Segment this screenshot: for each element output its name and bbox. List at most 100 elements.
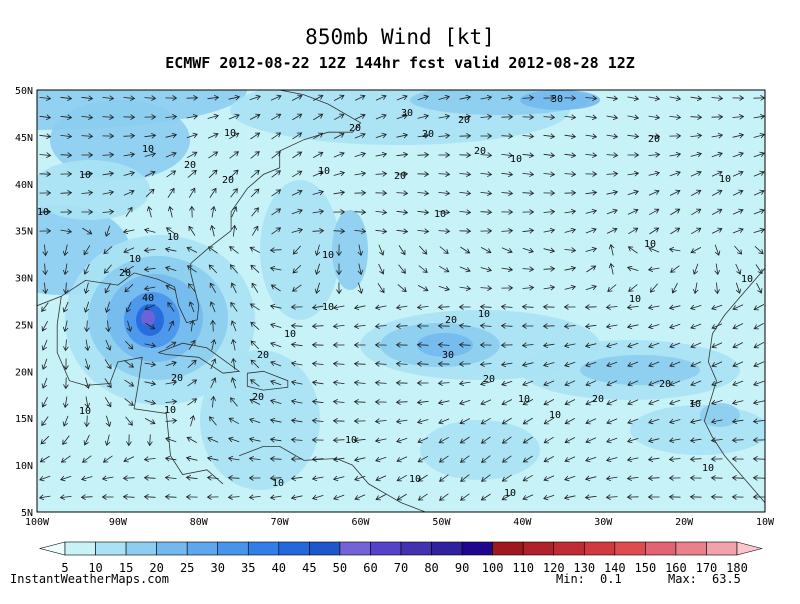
contour-label: 10 <box>284 329 296 340</box>
lat-label: 45N <box>15 133 33 144</box>
colorbar-low-arrow <box>38 541 66 556</box>
colorbar-box <box>217 541 249 556</box>
lat-label: 35N <box>15 227 33 238</box>
colorbar-box <box>522 541 555 556</box>
contour-label: 20 <box>483 374 495 385</box>
lat-label: 5N <box>21 508 33 519</box>
coastline <box>239 446 426 512</box>
colorbar-label: 150 <box>635 561 657 575</box>
colorbar-box <box>339 541 371 556</box>
wind-shading <box>520 90 600 110</box>
colorbar-box <box>614 541 646 556</box>
min-label: Min: <box>556 572 585 586</box>
colorbar-label: 30 <box>211 561 225 575</box>
lon-label: 80W <box>190 517 209 528</box>
wind-shading <box>332 210 368 290</box>
colorbar-box <box>278 541 310 556</box>
contour-label: 10 <box>504 488 516 499</box>
wind-arrows <box>38 94 765 501</box>
lat-label: 30N <box>15 274 33 285</box>
lat-label: 15N <box>15 414 33 425</box>
colorbar-label: 160 <box>665 561 687 575</box>
colorbar-box <box>95 541 127 556</box>
colorbar-box <box>247 541 280 556</box>
coastline <box>158 342 241 374</box>
lat-label: 25N <box>15 320 33 331</box>
colorbar-label: 35 <box>241 561 255 575</box>
contour-label: 10 <box>345 435 357 446</box>
colorbar-box <box>583 541 616 556</box>
contour-label: 10 <box>129 254 141 265</box>
wind-shading <box>50 100 190 180</box>
colorbar-box <box>156 541 188 556</box>
colorbar-box <box>186 541 219 556</box>
max-value: 63.5 <box>712 572 741 586</box>
contour-label: 10 <box>478 309 490 320</box>
colorbar-label: 10 <box>88 561 102 575</box>
colorbar-label: 40 <box>272 561 286 575</box>
colorbar-label: 140 <box>604 561 626 575</box>
coastline <box>56 296 224 485</box>
lon-label: 40W <box>513 517 532 528</box>
colorbar-label: 15 <box>119 561 133 575</box>
colorbar-label: 25 <box>180 561 194 575</box>
contour-label: 10 <box>549 410 561 421</box>
contour-label: 10 <box>322 250 334 261</box>
lon-label: 90W <box>109 517 128 528</box>
lat-label: 40N <box>15 180 33 191</box>
map: 10 20 30 20 20 30 20 20 10 10 20 20 10 10 10 20 10 10 10 20… <box>37 90 765 512</box>
colorbar-label: 60 <box>363 561 377 575</box>
colorbar-label: 5 <box>61 561 68 575</box>
colorbar-box <box>64 541 96 556</box>
coastline <box>703 230 765 504</box>
contour-label: 10 <box>629 294 641 305</box>
colorbar-box <box>553 541 585 556</box>
colorbar-box <box>370 541 402 556</box>
contour-label: 20 <box>171 373 183 384</box>
contour-label: 20 <box>445 315 457 326</box>
contour-label: 10 <box>434 209 446 220</box>
contour-label: 10 <box>167 232 179 243</box>
wind-shading <box>200 350 320 490</box>
colorbar-label: 20 <box>149 561 163 575</box>
colorbar-label: 45 <box>302 561 316 575</box>
colorbar-box <box>645 541 677 556</box>
colorbar-box <box>492 541 524 556</box>
colorbar-box <box>431 541 463 556</box>
contour-label: 20 <box>394 171 406 182</box>
colorbar-box <box>461 541 493 556</box>
contour-label: 10 <box>37 207 49 218</box>
contour-label: 30 <box>401 108 413 119</box>
lon-label: 10W <box>756 517 775 528</box>
lon-label: 70W <box>271 517 290 528</box>
contour-label: 10 <box>79 170 91 181</box>
colorbar-box <box>400 541 432 556</box>
contour-label: 10 <box>164 405 176 416</box>
contour-label: 40 <box>142 293 154 304</box>
lat-label: 20N <box>15 367 33 378</box>
wind-shading <box>580 355 700 385</box>
colorbar-label: 180 <box>726 561 748 575</box>
colorbar-high-arrow <box>736 541 764 556</box>
contour-label: 20 <box>252 392 264 403</box>
contour-label: 10 <box>741 274 753 285</box>
contour-label: 20 <box>257 350 269 361</box>
lat-label: 50N <box>15 86 33 97</box>
colorbar-label: 90 <box>455 561 469 575</box>
contour-label: 20 <box>119 268 131 279</box>
lat-label: 10N <box>15 461 33 472</box>
contour-label: 10 <box>142 144 154 155</box>
wind-shading <box>37 160 150 220</box>
colorbar-box <box>309 541 341 556</box>
lon-label: 50W <box>432 517 451 528</box>
contour-label: 10 <box>272 478 284 489</box>
colorbar-box <box>125 541 157 556</box>
colorbar-label: 110 <box>512 561 534 575</box>
contour-label: 10 <box>409 474 421 485</box>
wind-shading <box>260 180 340 320</box>
max-label: Max: <box>668 572 697 586</box>
contour-label: 10 <box>689 399 701 410</box>
subtitle: ECMWF 2012-08-22 12Z 144hr fcst valid 20… <box>165 54 635 72</box>
colorbar-label: 130 <box>573 561 595 575</box>
